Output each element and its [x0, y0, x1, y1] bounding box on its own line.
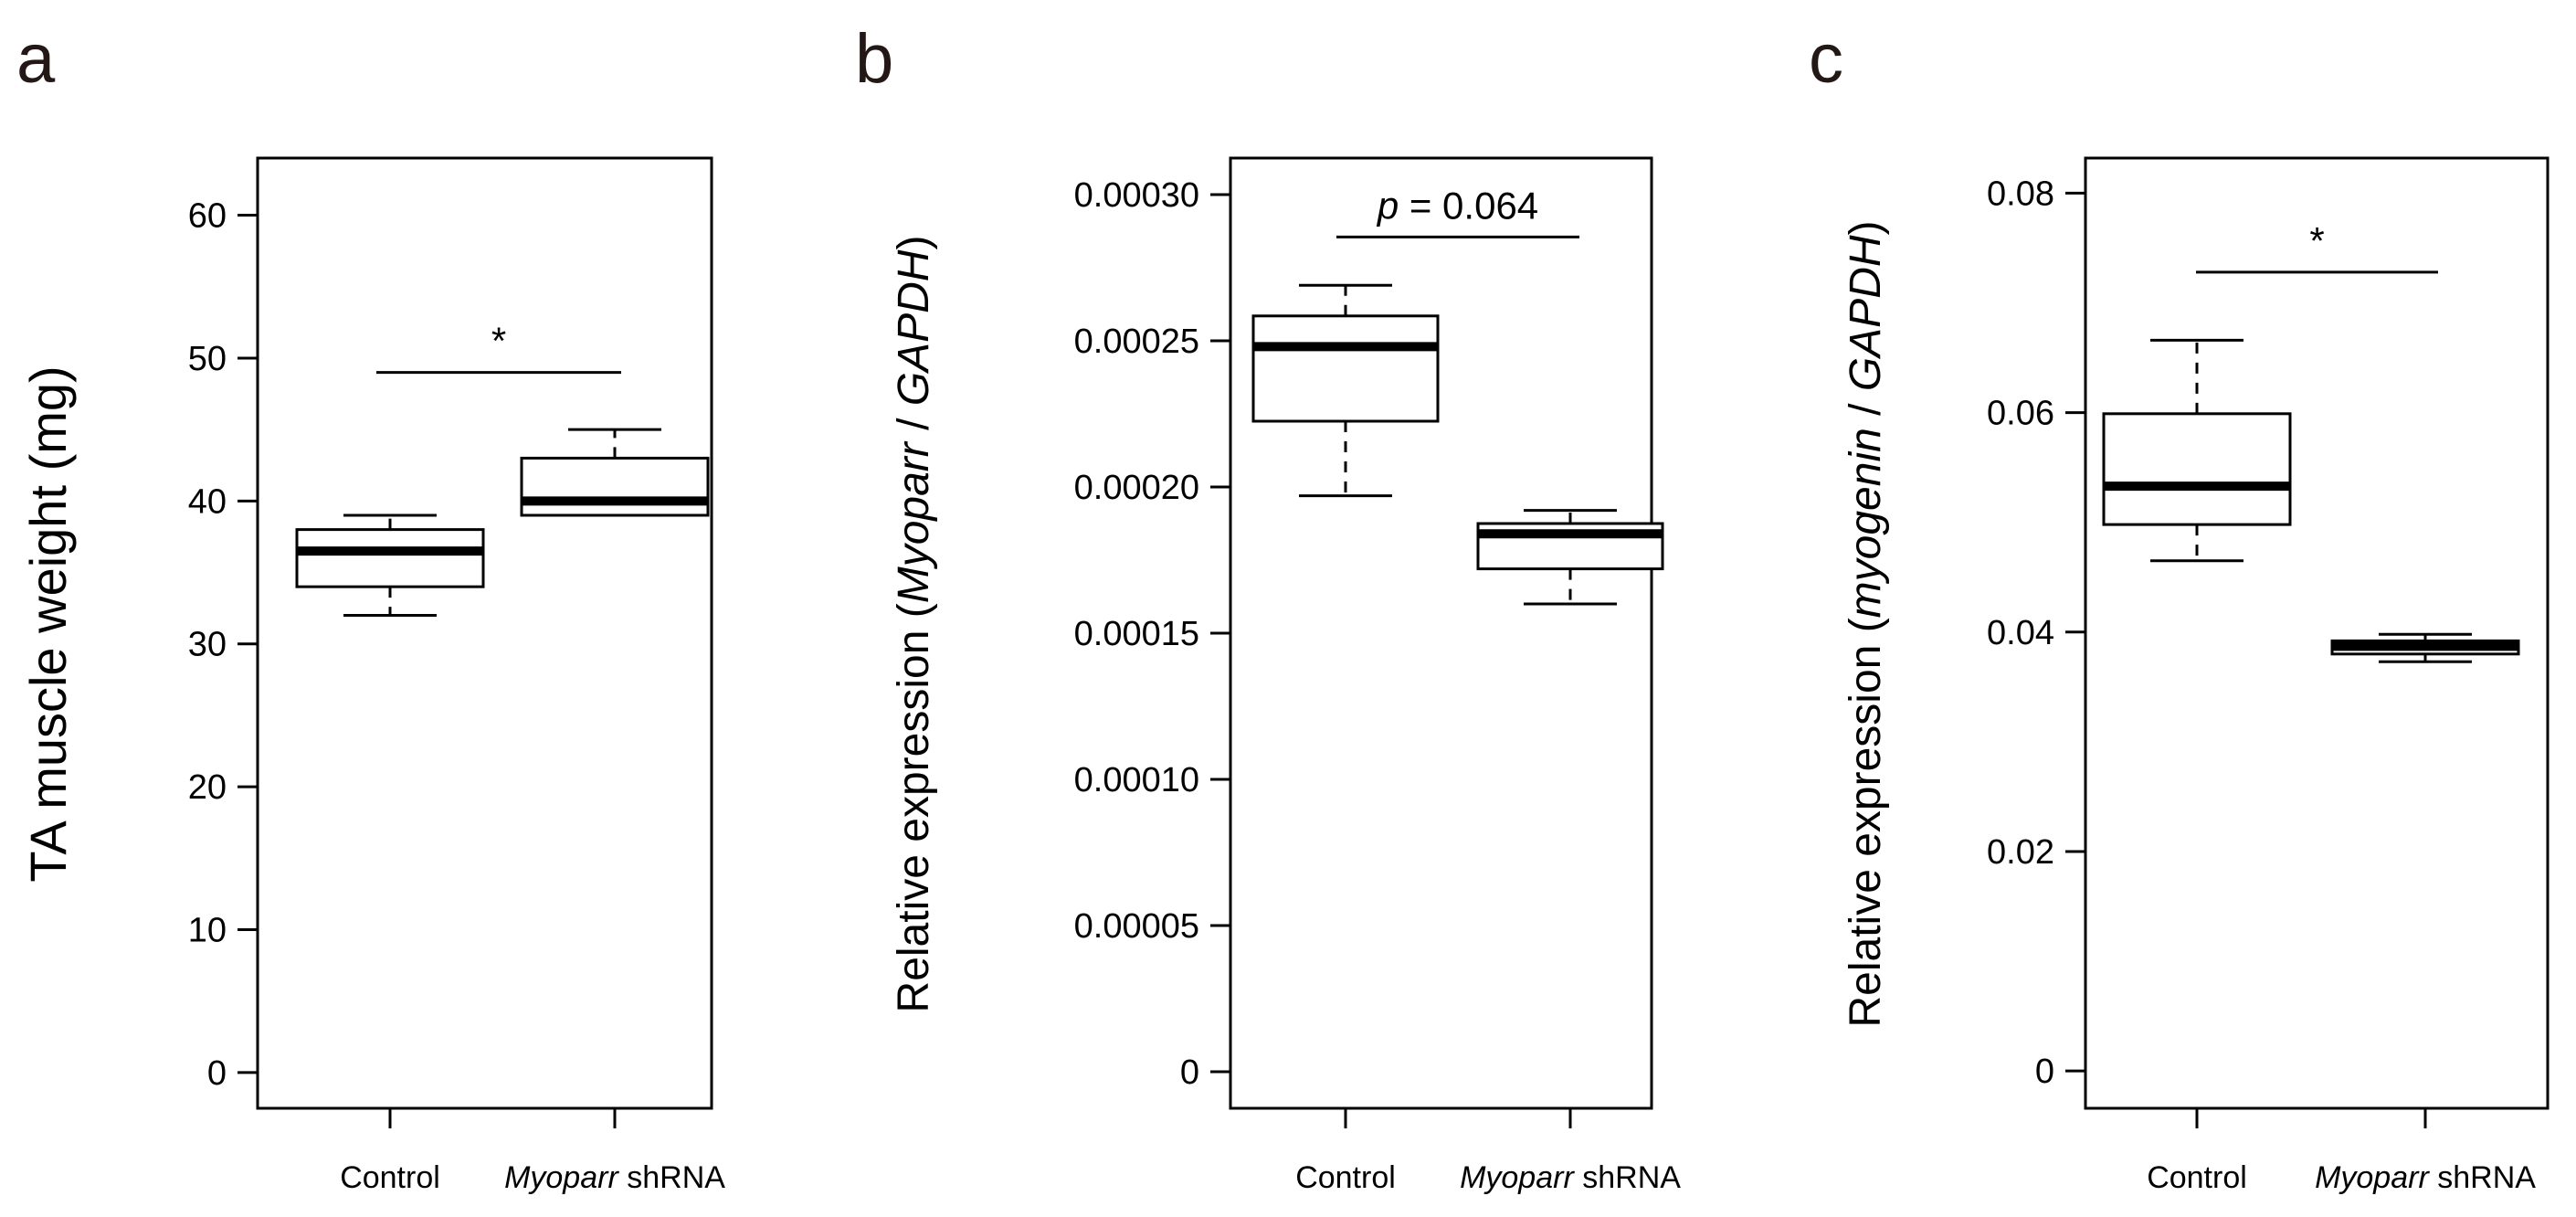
y-axis-label: TA muscle weight (mg): [19, 365, 77, 882]
box-control: [295, 513, 485, 617]
panel-letter-b: b: [855, 20, 893, 98]
panel-letter-c: c: [1809, 20, 1843, 98]
x-category-label: Myoparr shRNA: [504, 1160, 725, 1195]
box-control: [2102, 338, 2292, 563]
y-tick-label: 0.08: [1987, 175, 2054, 213]
y-tick-label: 0.02: [1987, 833, 2054, 872]
box-control: [1251, 283, 1440, 498]
y-tick-label: 0.06: [1987, 395, 2054, 433]
significance-label: *: [2309, 219, 2324, 262]
y-axis-label: Relative expression (Myoparr / GAPDH): [890, 236, 938, 1013]
panel-a: 0 10 20 30 40 50 60 TA muscle weight (mg) Contro…: [19, 156, 725, 1195]
y-tick-label: 0.00015: [1074, 615, 1199, 653]
y-tick-label: 0.04: [1987, 614, 2054, 652]
panel-letter-a: a: [16, 20, 56, 98]
x-category-label: Control: [2147, 1160, 2247, 1195]
plot-frame: [1229, 156, 1653, 1110]
y-tick-label: 40: [188, 482, 227, 521]
y-tick-label: 0: [2035, 1053, 2054, 1091]
x-category-label: Myoparr shRNA: [1460, 1160, 1681, 1195]
box-myoparr-shrna: [520, 428, 710, 517]
y-tick-label: 0.00025: [1074, 323, 1199, 361]
y-tick-label: 20: [188, 768, 227, 807]
iqr-box: [295, 528, 485, 588]
y-tick-label: 0.00005: [1074, 907, 1199, 946]
box-myoparr-shrna: [1476, 509, 1664, 606]
y-tick-label: 10: [188, 912, 227, 950]
significance-label: *: [491, 320, 506, 363]
y-tick-label: 0.00020: [1074, 469, 1199, 507]
plot-frame: [256, 156, 713, 1110]
y-tick-label: 30: [188, 626, 227, 664]
plot-frame: [2084, 156, 2550, 1110]
y-axis-label: Relative expression (myogenin / GAPDH): [1842, 220, 1890, 1027]
iqr-box: [2102, 412, 2292, 526]
x-category-label: Myoparr shRNA: [2315, 1160, 2536, 1195]
significance-label: p = 0.064: [1376, 184, 1538, 227]
box-myoparr-shrna: [2330, 632, 2520, 663]
panel-c: 0 0.02 0.04 0.06 0.08 Relative expression (my…: [1842, 156, 2550, 1195]
x-category-label: Control: [340, 1160, 440, 1195]
y-tick-label: 0.00030: [1074, 176, 1199, 215]
y-tick-label: 0: [207, 1054, 227, 1093]
y-tick-label: 50: [188, 340, 227, 378]
x-category-label: Control: [1295, 1160, 1396, 1195]
y-tick-label: 0: [1180, 1053, 1199, 1092]
y-tick-label: 0.00010: [1074, 761, 1199, 799]
y-tick-label: 60: [188, 197, 227, 236]
panel-b: 0 0.00005 0.00010 0.00015 0.00020 0.00025 0.00…: [890, 156, 1681, 1195]
iqr-box: [520, 456, 710, 517]
iqr-box: [1251, 314, 1440, 423]
